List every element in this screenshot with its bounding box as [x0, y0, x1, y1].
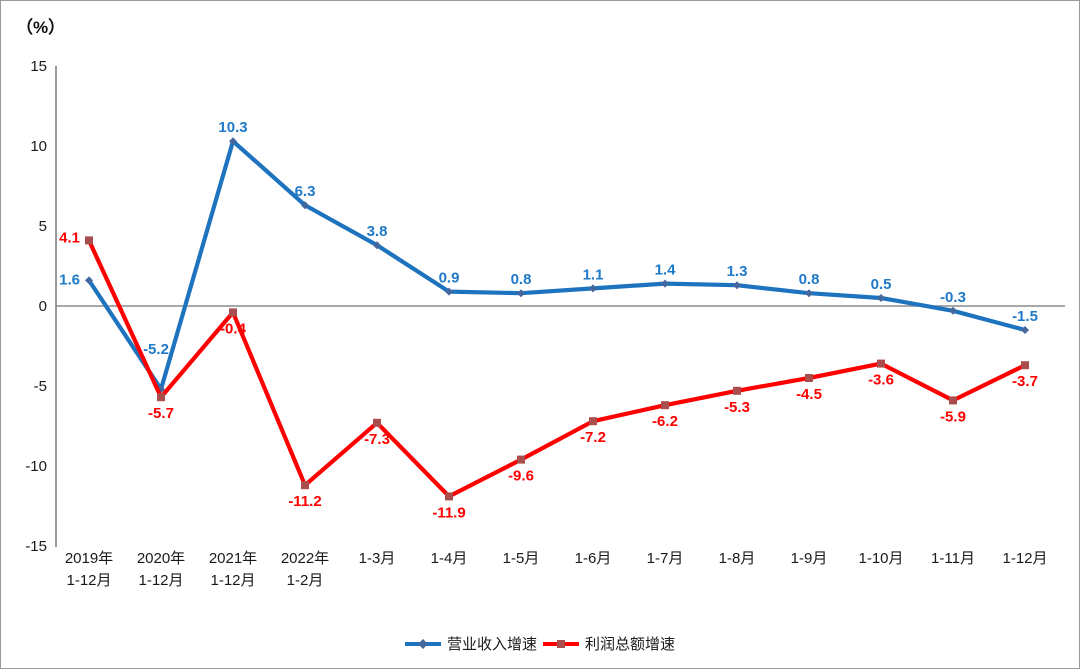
x-category-label: 1-12月 [1002, 550, 1047, 567]
x-category-label: 2019年 [65, 550, 113, 567]
legend-square-marker-icon [557, 639, 565, 648]
x-category-label: 1-7月 [647, 550, 684, 567]
data-point-marker [85, 236, 93, 245]
y-tick-label: -15 [25, 538, 47, 555]
legend-label: 利润总额增速 [585, 636, 676, 653]
y-tick-label: -10 [25, 458, 47, 475]
data-point-label: 1.3 [727, 263, 748, 280]
data-point-label: 4.1 [59, 229, 80, 246]
data-point-marker [85, 276, 93, 285]
data-point-label: -3.7 [1012, 373, 1038, 390]
series-line-revenue [86, 139, 1028, 392]
data-point-label: 0.8 [799, 271, 820, 288]
data-point-label: 6.3 [295, 183, 316, 200]
data-point-label: -1.5 [1012, 308, 1038, 325]
data-point-label: -3.6 [868, 372, 894, 389]
legend-line-sample [543, 639, 579, 648]
data-point-label: -5.3 [724, 399, 750, 416]
data-point-marker [877, 294, 885, 302]
x-category-label: 1-2月 [287, 572, 324, 589]
data-point-marker [445, 492, 453, 501]
data-point-label: -6.2 [652, 413, 678, 430]
data-point-marker [229, 137, 237, 146]
legend-diamond-marker-icon [418, 638, 428, 649]
data-point-label: -11.9 [432, 504, 465, 521]
x-category-label: 2022年 [281, 550, 329, 567]
data-point-label: 1.6 [59, 271, 80, 288]
data-point-label: 0.5 [871, 276, 892, 293]
data-point-marker [301, 201, 309, 210]
data-point-label: -0.4 [220, 320, 247, 337]
x-category-label: 1-10月 [858, 550, 903, 567]
data-point-label: -7.3 [364, 431, 390, 448]
data-point-marker [805, 374, 813, 382]
x-category-label: 1-4月 [431, 550, 468, 567]
data-point-marker [229, 308, 237, 317]
data-point-label: -5.2 [143, 341, 169, 358]
data-point-marker [157, 393, 165, 402]
data-point-marker [949, 306, 957, 315]
data-point-marker [517, 289, 525, 298]
data-point-label: 1.4 [655, 262, 677, 279]
data-point-marker [445, 287, 453, 296]
data-point-marker [517, 455, 525, 464]
data-point-marker [805, 289, 813, 298]
data-point-marker [373, 241, 381, 250]
x-category-label: 1-12月 [66, 572, 111, 589]
data-point-label: -7.2 [580, 429, 606, 446]
x-category-label: 1-12月 [210, 572, 255, 589]
x-category-label: 1-8月 [719, 550, 756, 567]
data-point-marker [661, 279, 669, 288]
data-point-label: -4.5 [796, 386, 822, 403]
line-chart: 15 10 5 0 -5 -10 -15 2019年 1-12月 2020年 1-12月 2021年 1… [25, 58, 1065, 589]
x-category-label: 1-11月 [931, 550, 975, 567]
data-point-marker [1021, 326, 1029, 334]
x-category-label: 1-3月 [359, 550, 396, 567]
y-tick-label: 15 [30, 58, 47, 75]
y-tick-label: 0 [39, 298, 47, 315]
data-point-marker [733, 386, 741, 395]
data-point-marker [949, 396, 957, 405]
data-point-marker [373, 418, 381, 427]
data-point-marker [589, 284, 597, 293]
legend-item-profit: 利润总额增速 [543, 633, 675, 654]
data-point-label: 0.8 [511, 271, 532, 288]
series-line-profit [86, 238, 1028, 499]
chart-legend: 营业收入增速 利润总额增速 [1, 633, 1079, 654]
data-point-label: 10.3 [218, 119, 247, 136]
y-axis-unit-label: （%） [16, 18, 66, 37]
y-tick-label: -5 [34, 378, 47, 395]
data-point-label: 1.1 [583, 266, 604, 283]
legend-item-revenue: 营业收入增速 [404, 633, 537, 654]
data-point-marker [1021, 361, 1029, 370]
x-category-label: 1-6月 [575, 550, 612, 567]
legend-line-sample [404, 638, 441, 649]
data-point-marker [877, 359, 885, 368]
data-point-marker [661, 401, 669, 410]
data-point-label: -5.9 [940, 408, 966, 425]
data-point-marker [589, 417, 597, 426]
data-point-label: 0.9 [439, 270, 460, 287]
data-point-marker [733, 281, 741, 290]
data-point-label: -9.6 [508, 468, 534, 485]
data-point-label: -5.7 [148, 405, 174, 422]
legend-label: 营业收入增速 [446, 636, 537, 653]
data-point-label: -11.2 [288, 493, 321, 510]
x-category-label: 2020年 [137, 550, 185, 567]
x-category-label: 1-5月 [503, 550, 540, 567]
data-point-label: -0.3 [940, 289, 966, 306]
data-point-marker [301, 481, 309, 490]
x-category-label: 1-9月 [791, 550, 828, 567]
data-point-label: 3.8 [367, 223, 388, 240]
x-category-label: 2021年 [209, 550, 257, 567]
y-tick-label: 10 [30, 138, 47, 155]
x-category-label: 1-12月 [138, 572, 183, 589]
y-tick-label: 5 [39, 218, 47, 235]
